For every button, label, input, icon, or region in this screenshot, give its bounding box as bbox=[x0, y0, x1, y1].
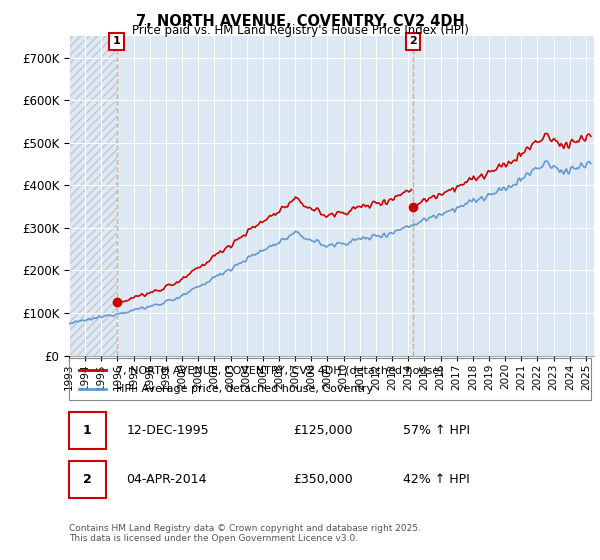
Text: Contains HM Land Registry data © Crown copyright and database right 2025.
This d: Contains HM Land Registry data © Crown c… bbox=[69, 524, 421, 543]
Text: 2: 2 bbox=[83, 473, 92, 486]
Text: 04-APR-2014: 04-APR-2014 bbox=[127, 473, 207, 486]
Text: 2: 2 bbox=[409, 36, 416, 46]
Text: 42% ↑ HPI: 42% ↑ HPI bbox=[403, 473, 470, 486]
Text: HPI: Average price, detached house, Coventry: HPI: Average price, detached house, Cove… bbox=[116, 384, 373, 394]
Text: 12-DEC-1995: 12-DEC-1995 bbox=[127, 424, 209, 437]
Bar bbox=[69, 461, 106, 498]
Text: £350,000: £350,000 bbox=[293, 473, 353, 486]
Bar bbox=[69, 412, 106, 449]
Text: 7, NORTH AVENUE, COVENTRY, CV2 4DH: 7, NORTH AVENUE, COVENTRY, CV2 4DH bbox=[136, 14, 464, 29]
Text: 57% ↑ HPI: 57% ↑ HPI bbox=[403, 424, 470, 437]
Text: £125,000: £125,000 bbox=[293, 424, 353, 437]
Text: Price paid vs. HM Land Registry's House Price Index (HPI): Price paid vs. HM Land Registry's House … bbox=[131, 24, 469, 37]
Text: 1: 1 bbox=[113, 36, 121, 46]
Text: 1: 1 bbox=[83, 424, 92, 437]
Text: 7, NORTH AVENUE, COVENTRY, CV2 4DH (detached house): 7, NORTH AVENUE, COVENTRY, CV2 4DH (deta… bbox=[116, 365, 443, 375]
